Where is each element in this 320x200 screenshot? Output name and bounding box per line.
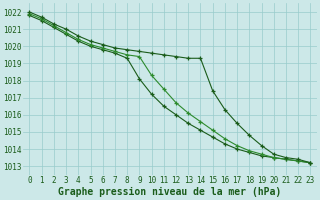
X-axis label: Graphe pression niveau de la mer (hPa): Graphe pression niveau de la mer (hPa) — [58, 186, 282, 197]
